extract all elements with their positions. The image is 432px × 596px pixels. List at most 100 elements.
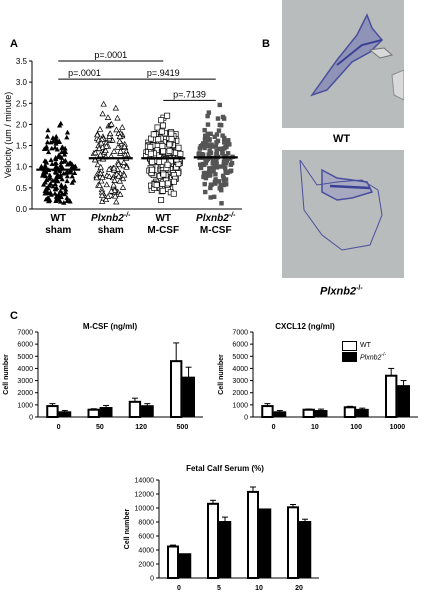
bar bbox=[87, 408, 100, 419]
group-label-sup: -/- bbox=[124, 212, 131, 219]
data-point bbox=[147, 150, 154, 157]
x-tick-label: 1000 bbox=[390, 424, 406, 431]
legend-item-wt: WT bbox=[342, 340, 386, 351]
data-point bbox=[213, 177, 218, 182]
data-point bbox=[166, 147, 173, 154]
bar bbox=[273, 411, 287, 418]
data-point bbox=[42, 158, 48, 163]
data-point bbox=[158, 128, 165, 135]
data-point bbox=[96, 125, 104, 132]
y-tick-label: 4000 bbox=[232, 366, 248, 373]
data-point bbox=[154, 124, 161, 131]
data-point bbox=[47, 197, 53, 202]
data-point bbox=[59, 164, 65, 170]
data-point bbox=[64, 161, 71, 167]
data-point bbox=[205, 131, 210, 137]
data-point bbox=[55, 172, 61, 177]
data-point bbox=[166, 141, 173, 148]
data-point bbox=[117, 191, 124, 197]
data-point bbox=[208, 195, 213, 200]
data-point bbox=[98, 177, 105, 184]
y-axis-label: Cell number bbox=[218, 354, 225, 395]
data-point bbox=[221, 135, 227, 141]
data-point bbox=[103, 142, 110, 149]
data-point bbox=[203, 175, 209, 181]
data-point bbox=[206, 110, 212, 115]
data-point bbox=[60, 185, 66, 190]
data-point bbox=[106, 130, 114, 137]
data-point bbox=[222, 162, 227, 168]
data-point bbox=[62, 183, 68, 189]
data-point bbox=[49, 161, 55, 167]
y-tick-label: 5000 bbox=[232, 354, 248, 361]
data-point bbox=[114, 114, 121, 121]
data-point bbox=[94, 161, 102, 168]
data-point bbox=[53, 186, 59, 192]
data-point bbox=[221, 140, 227, 145]
data-point bbox=[111, 177, 118, 184]
y-tick-label: 10000 bbox=[135, 506, 155, 513]
data-point bbox=[202, 181, 207, 187]
data-point bbox=[64, 178, 70, 184]
data-point bbox=[64, 134, 70, 140]
data-point bbox=[119, 184, 127, 190]
y-tick-label: 6000 bbox=[232, 342, 248, 349]
data-point bbox=[112, 192, 119, 199]
chart-title: CXCL12 (ng/ml) bbox=[275, 322, 335, 331]
y-tick-label: 0 bbox=[29, 415, 33, 422]
data-point bbox=[216, 179, 222, 184]
data-point bbox=[222, 166, 228, 171]
data-point bbox=[108, 120, 115, 127]
data-point bbox=[44, 185, 50, 191]
data-point bbox=[206, 169, 212, 175]
data-point bbox=[106, 173, 113, 179]
data-point bbox=[200, 143, 205, 148]
data-point bbox=[164, 180, 171, 187]
data-point bbox=[54, 193, 60, 198]
group-label: Plxnb2-/- bbox=[91, 212, 131, 224]
y-tick-label: 12000 bbox=[135, 492, 155, 499]
data-point bbox=[53, 176, 59, 181]
data-point bbox=[110, 147, 118, 154]
micrograph-plxnb2 bbox=[282, 150, 404, 278]
y-tick-label: 2.0 bbox=[16, 120, 28, 129]
bar bbox=[397, 385, 410, 418]
data-point bbox=[103, 181, 110, 188]
data-point bbox=[149, 166, 155, 173]
data-point bbox=[204, 134, 210, 140]
data-point bbox=[116, 177, 124, 184]
data-point bbox=[45, 194, 51, 200]
x-tick-label: 10 bbox=[255, 585, 263, 592]
y-tick-label: 2.5 bbox=[16, 99, 28, 108]
data-point bbox=[214, 132, 220, 137]
bar bbox=[302, 408, 315, 419]
y-tick-label: 0 bbox=[244, 415, 248, 422]
bar bbox=[58, 411, 72, 418]
panel-label-c: C bbox=[10, 310, 18, 322]
x-tick-label: 0 bbox=[57, 424, 61, 431]
data-point bbox=[223, 182, 229, 187]
data-point bbox=[221, 182, 227, 188]
y-tick-label: 3.0 bbox=[16, 78, 28, 87]
data-point bbox=[159, 180, 166, 187]
data-point bbox=[58, 194, 64, 200]
data-point bbox=[59, 144, 66, 150]
data-point bbox=[100, 100, 107, 107]
data-point bbox=[67, 198, 73, 204]
y-axis-label: Cell number bbox=[124, 508, 131, 549]
data-point bbox=[64, 198, 70, 203]
y-tick-label: 0 bbox=[150, 576, 154, 583]
bar bbox=[178, 553, 192, 579]
x-tick-label: 0 bbox=[177, 585, 181, 592]
plxnb2-cell-image bbox=[299, 159, 383, 251]
panel-label-b: B bbox=[262, 38, 270, 50]
data-point bbox=[206, 152, 211, 157]
data-point bbox=[200, 152, 206, 157]
data-point bbox=[212, 134, 217, 140]
data-point bbox=[56, 138, 62, 144]
data-point bbox=[217, 102, 222, 108]
data-point bbox=[53, 137, 59, 143]
bar bbox=[298, 521, 312, 579]
y-tick-label: 2000 bbox=[232, 390, 248, 397]
data-point bbox=[164, 161, 171, 168]
